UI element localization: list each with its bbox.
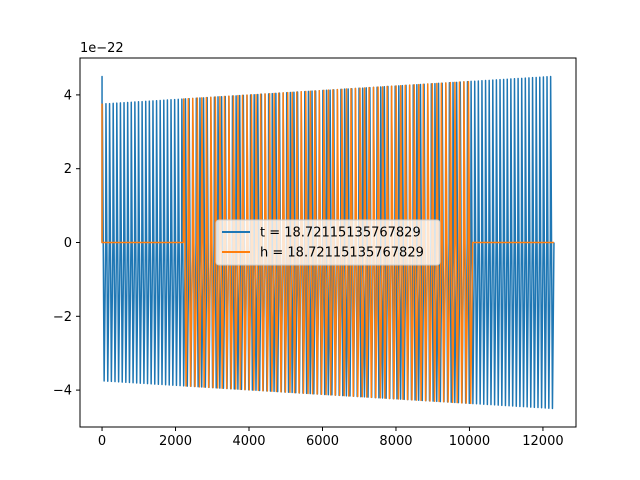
y-tick-label: −2 (53, 310, 72, 325)
x-tick-label: 4000 (232, 434, 265, 449)
y-tick-label: 0 (64, 236, 72, 251)
legend-label: t = 18.72115135767829 (260, 226, 421, 241)
x-tick-label: 12000 (522, 434, 563, 449)
y-tick-label: 4 (64, 88, 72, 103)
x-tick-label: 8000 (379, 434, 412, 449)
series-line-1 (101, 75, 555, 410)
series-line-2 (101, 80, 554, 405)
x-tick-label: 0 (98, 434, 106, 449)
x-axis-ticks: 0 2000 4000 6000 8000 10000 12000 (98, 427, 564, 449)
legend-label: h = 18.72115135767829 (260, 246, 424, 261)
legend-box (215, 219, 441, 266)
legend: t = 18.72115135767829 h = 18.721151357678… (215, 219, 441, 266)
x-tick-label: 10000 (449, 434, 490, 449)
y-tick-label: 2 (64, 162, 72, 177)
y-axis-ticks: −4 −2 0 2 4 (53, 88, 80, 399)
x-tick-label: 2000 (159, 434, 192, 449)
y-offset-label: 1e−22 (80, 41, 124, 56)
series-layer (101, 75, 555, 410)
y-tick-label: −4 (53, 384, 72, 399)
x-tick-label: 6000 (306, 434, 339, 449)
